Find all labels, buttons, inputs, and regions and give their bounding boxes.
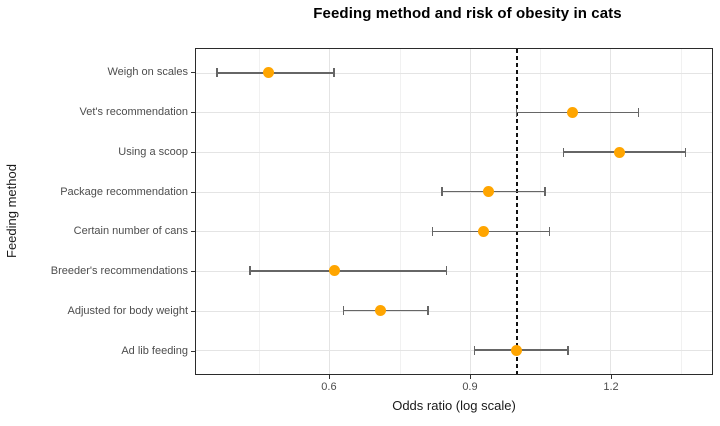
error-bar-cap-left — [216, 68, 218, 78]
data-point — [567, 106, 579, 118]
gridline-vertical-minor — [259, 49, 261, 374]
error-bar-cap-left — [342, 306, 345, 316]
y-tick-mark — [191, 151, 195, 153]
y-tick-label: Using a scoop — [118, 145, 188, 158]
x-tick-label: 0.9 — [462, 381, 478, 393]
y-tick-label: Package recommendation — [60, 185, 188, 198]
y-tick-label: Ad lib feeding — [121, 345, 188, 358]
gridline-horizontal-major — [196, 270, 712, 272]
data-point — [375, 305, 387, 317]
chart-title: Feeding method and risk of obesity in ca… — [313, 5, 622, 22]
error-bar-line — [217, 72, 335, 74]
error-bar-cap-left — [441, 187, 443, 197]
error-bar-cap-left — [249, 266, 251, 276]
x-tick-mark — [610, 375, 612, 379]
error-bar-cap-right — [567, 345, 569, 355]
gridline-horizontal-major — [196, 112, 712, 114]
gridline-vertical-major — [610, 49, 612, 374]
data-point — [483, 186, 495, 198]
y-tick-label: Weigh on scales — [107, 65, 188, 78]
error-bar-cap-right — [548, 226, 551, 236]
data-point — [614, 146, 626, 158]
x-tick-mark — [469, 375, 471, 379]
gridline-vertical-minor — [399, 49, 401, 374]
gridline-horizontal-major — [196, 152, 712, 154]
y-tick-label: Adjusted for body weight — [67, 305, 188, 318]
error-bar-line — [249, 270, 447, 272]
error-bar-cap-left — [562, 147, 565, 157]
y-tick-mark — [191, 111, 195, 113]
error-bar-line — [432, 230, 550, 233]
y-tick-label: Vet's recommendation — [79, 105, 189, 118]
error-bar-cap-right — [684, 147, 687, 157]
x-tick-label: 0.6 — [321, 381, 337, 393]
data-point — [478, 225, 490, 237]
gridline-vertical-minor — [540, 49, 542, 374]
plot-panel — [195, 48, 713, 375]
gridline-vertical-major — [329, 49, 331, 374]
y-tick-mark — [191, 271, 195, 273]
error-bar-cap-left — [473, 345, 476, 355]
y-tick-mark — [191, 71, 195, 73]
x-tick-mark — [328, 375, 330, 379]
x-tick-label: 1.2 — [603, 381, 619, 393]
gridline-horizontal-major — [196, 72, 712, 74]
error-bar-cap-right — [544, 187, 546, 197]
y-tick-mark — [191, 351, 195, 353]
y-tick-label: Certain number of cans — [73, 225, 188, 238]
y-tick-mark — [191, 191, 195, 193]
reference-line-or-1 — [515, 49, 518, 374]
error-bar-cap-left — [431, 226, 434, 236]
data-point — [263, 67, 275, 79]
data-point — [511, 344, 523, 356]
gridline-vertical-major — [469, 49, 471, 374]
y-tick-mark — [191, 231, 195, 233]
error-bar-cap-right — [333, 68, 335, 78]
error-bar-cap-right — [637, 107, 640, 117]
error-bar-cap-left — [515, 107, 518, 117]
y-axis-labels: Weigh on scales Vet's recommendation Using… — [0, 48, 188, 375]
error-bar-cap-right — [427, 306, 429, 316]
x-axis-title: Odds ratio (log scale) — [392, 398, 516, 413]
gridline-horizontal-major — [196, 310, 712, 312]
y-tick-label: Breeder's recommendations — [50, 265, 188, 278]
gridline-vertical-minor — [680, 49, 682, 374]
data-point — [328, 265, 340, 277]
error-bar-cap-right — [445, 266, 448, 276]
gridline-horizontal-major — [196, 350, 712, 352]
y-tick-mark — [191, 311, 195, 313]
